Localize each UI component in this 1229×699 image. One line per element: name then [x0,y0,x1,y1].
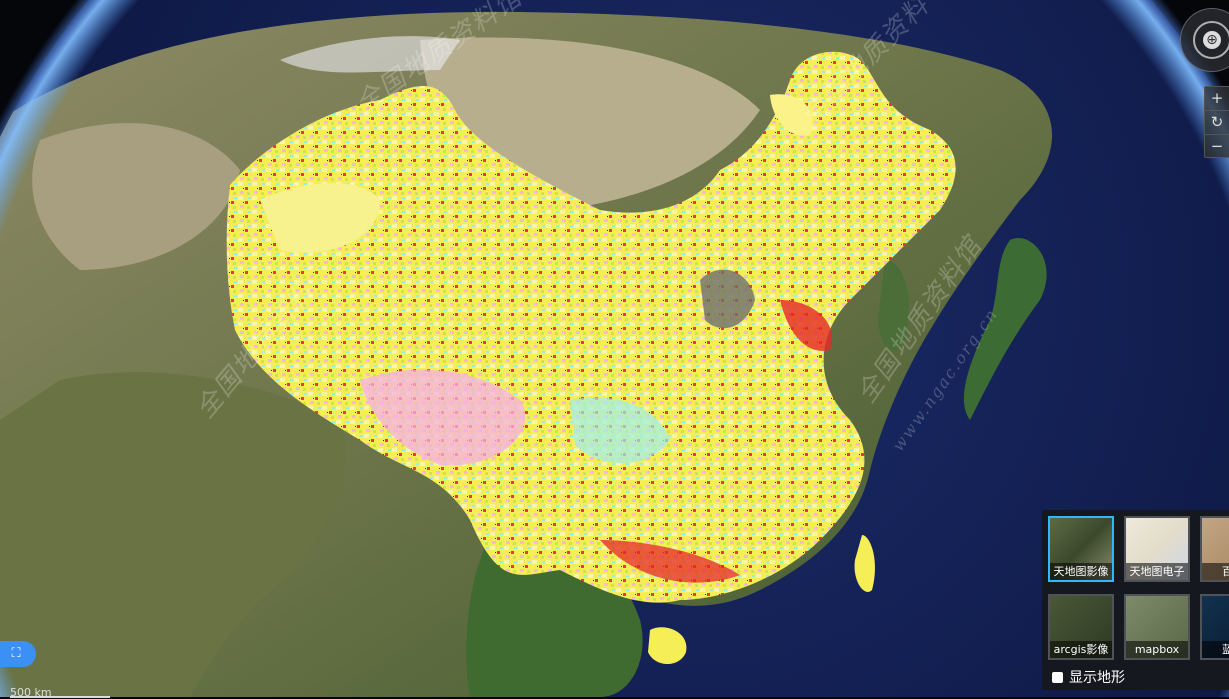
basemap-label: mapbox [1126,641,1188,658]
terrain-toggle[interactable]: 显示地形 [1052,667,1125,687]
basemap-arcgis-imagery[interactable]: arcgis影像 [1048,594,1114,660]
fullscreen-button[interactable]: ⛶ [0,641,36,667]
basemap-label: arcgis影像 [1050,641,1112,658]
compass-ring[interactable] [1193,21,1229,59]
reset-view-button[interactable]: ↻ [1205,111,1229,135]
zoom-out-button[interactable]: − [1210,137,1224,155]
basemap-baidu[interactable]: 百度 [1200,516,1229,582]
basemap-tianditu-vector[interactable]: 天地图电子 [1124,516,1190,582]
scale-line [10,696,110,698]
basemap-blue[interactable]: 蓝色 [1200,594,1229,660]
basemap-mapbox[interactable]: mapbox [1124,594,1190,660]
compass-widget[interactable]: ⊕ [1180,8,1229,72]
terrain-checkbox[interactable] [1052,671,1063,683]
basemap-picker: 天地图影像 天地图电子 百度 arcgis影像 mapbox 蓝色 显示地形 [1042,510,1229,690]
basemap-label: 百度 [1202,563,1229,580]
scale-label: 500 km [10,686,52,699]
basemap-tianditu-imagery[interactable]: 天地图影像 [1048,516,1114,582]
terrain-label: 显示地形 [1069,670,1125,686]
scale-bar: 500 km [10,686,110,699]
fullscreen-icon: ⛶ [11,646,21,661]
zoom-in-button[interactable]: + [1205,87,1229,111]
compass-icon[interactable]: ⊕ [1203,31,1221,49]
basemap-label: 蓝色 [1202,641,1229,658]
basemap-label: 天地图电子 [1126,563,1188,580]
basemap-label: 天地图影像 [1050,563,1112,580]
zoom-controls: + ↻ − [1204,86,1229,158]
